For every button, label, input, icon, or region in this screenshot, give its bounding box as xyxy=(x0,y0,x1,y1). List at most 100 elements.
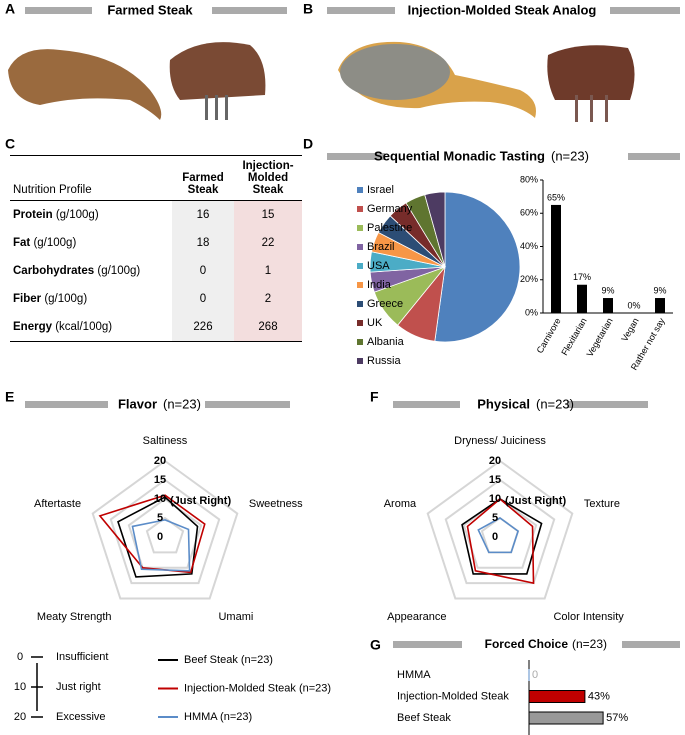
legend-label: Israel xyxy=(367,184,394,196)
table-row: Fiber (g/100g) 0 2 xyxy=(10,285,302,313)
nutrient-unit: (g/100g) xyxy=(97,265,141,277)
cell: 18 xyxy=(172,229,234,257)
photo xyxy=(547,45,635,100)
x-tick-label: Vegan xyxy=(619,316,640,343)
header-bar xyxy=(212,7,287,14)
panel-label: A xyxy=(5,1,15,17)
value-label: 57% xyxy=(606,712,628,724)
r-tick-label: 10 xyxy=(154,493,166,505)
value-label: 65% xyxy=(547,192,565,202)
y-tick-label: 60% xyxy=(520,208,538,218)
annotation: (Just Right) xyxy=(505,495,566,507)
legend-label: USA xyxy=(367,260,390,272)
axis-label: Dryness/ Juiciness xyxy=(454,435,546,447)
legend-swatch xyxy=(357,320,363,326)
legend-label: Palestine xyxy=(367,222,412,234)
panel-label: C xyxy=(5,136,15,152)
y-tick-label: 0% xyxy=(525,307,538,317)
panel-title: Sequential Monadic Tasting xyxy=(374,148,545,163)
grid-ring xyxy=(127,497,203,569)
row-label: Fat (g/100g) xyxy=(10,229,172,257)
header-bar xyxy=(610,7,680,14)
panel-label: B xyxy=(303,1,313,17)
legend-swatch xyxy=(357,206,363,212)
value-label: 9% xyxy=(653,285,666,295)
header-bar xyxy=(25,7,92,14)
radar-series xyxy=(461,498,543,575)
scale-label: Insufficient xyxy=(56,651,108,663)
radar-series xyxy=(466,497,535,585)
bar xyxy=(655,298,665,313)
panel-label: G xyxy=(370,637,381,653)
cell: 16 xyxy=(172,200,234,229)
header-bar xyxy=(393,401,460,408)
grid-ring xyxy=(426,459,574,600)
x-tick-label: Carnivore xyxy=(535,316,563,355)
y-tick-label: 80% xyxy=(520,174,538,184)
panel-subtitle: (n=23) xyxy=(551,148,589,163)
header-bar xyxy=(205,401,290,408)
panel-title: Forced Choice xyxy=(485,637,569,651)
legend-label: HMMA (n=23) xyxy=(184,711,252,723)
legend-label: India xyxy=(367,279,392,291)
nutrient-name: Fiber xyxy=(13,293,42,305)
header-bar xyxy=(327,7,395,14)
r-tick-label: 10 xyxy=(489,493,501,505)
r-tick-label: 5 xyxy=(492,512,498,524)
panel-label: E xyxy=(5,389,14,405)
nutrient-name: Fat xyxy=(13,237,31,249)
bar xyxy=(528,711,604,725)
cell: 268 xyxy=(234,313,302,342)
photo xyxy=(225,95,228,120)
header-bar xyxy=(25,401,108,408)
nutrient-unit: (g/100g) xyxy=(55,209,99,221)
grid-ring xyxy=(91,459,239,600)
axis-label: Aroma xyxy=(384,498,417,510)
cell: 22 xyxy=(234,229,302,257)
nutrient-unit: (kcal/100g) xyxy=(55,321,113,333)
scale-label: Just right xyxy=(56,681,101,693)
panel-subtitle: (n=23) xyxy=(163,396,201,411)
value-label: 17% xyxy=(573,272,591,282)
panel-subtitle: (n=23) xyxy=(572,637,607,651)
nutrition-table: Nutrition Profile Farmed Steak Injection-M… xyxy=(10,155,302,342)
category-label: Injection-Molded Steak xyxy=(397,690,509,702)
photo xyxy=(340,44,450,100)
cell: 0 xyxy=(172,257,234,285)
axis-label: Meaty Strength xyxy=(37,611,112,623)
pie-slice xyxy=(424,191,446,268)
y-tick-label: 40% xyxy=(520,241,538,251)
cell: 226 xyxy=(172,313,234,342)
legend-label: Germany xyxy=(367,203,413,215)
bar xyxy=(603,298,613,313)
r-tick-label: 5 xyxy=(157,512,163,524)
grid-ring xyxy=(444,478,556,585)
photo xyxy=(575,95,578,122)
legend-label: UK xyxy=(367,317,383,329)
scale-value: 0 xyxy=(17,651,23,663)
panel-label: F xyxy=(370,389,379,405)
y-tick-label: 20% xyxy=(520,274,538,284)
bar xyxy=(577,284,587,313)
nutrient-name: Energy xyxy=(13,321,52,333)
legend-label: Albania xyxy=(367,336,405,348)
grid-ring xyxy=(462,497,538,569)
axis-label: Texture xyxy=(584,498,620,510)
header-bar xyxy=(628,153,680,160)
table-head: Nutrition Profile Farmed Steak Injection-M… xyxy=(10,155,302,201)
legend-swatch xyxy=(357,339,363,345)
value-label: 9% xyxy=(601,285,614,295)
table-row: Fat (g/100g) 18 22 xyxy=(10,229,302,257)
cell: 0 xyxy=(172,285,234,313)
legend-swatch xyxy=(357,187,363,193)
r-tick-label: 15 xyxy=(154,474,166,486)
panel-label: D xyxy=(303,136,313,152)
radar-series xyxy=(117,496,199,578)
grid-ring xyxy=(109,478,221,585)
r-tick-label: 15 xyxy=(489,474,501,486)
annotation: (Just Right) xyxy=(170,495,231,507)
header-bar xyxy=(327,153,385,160)
x-tick-label: Flexitarian xyxy=(559,316,588,357)
bar xyxy=(551,204,561,313)
